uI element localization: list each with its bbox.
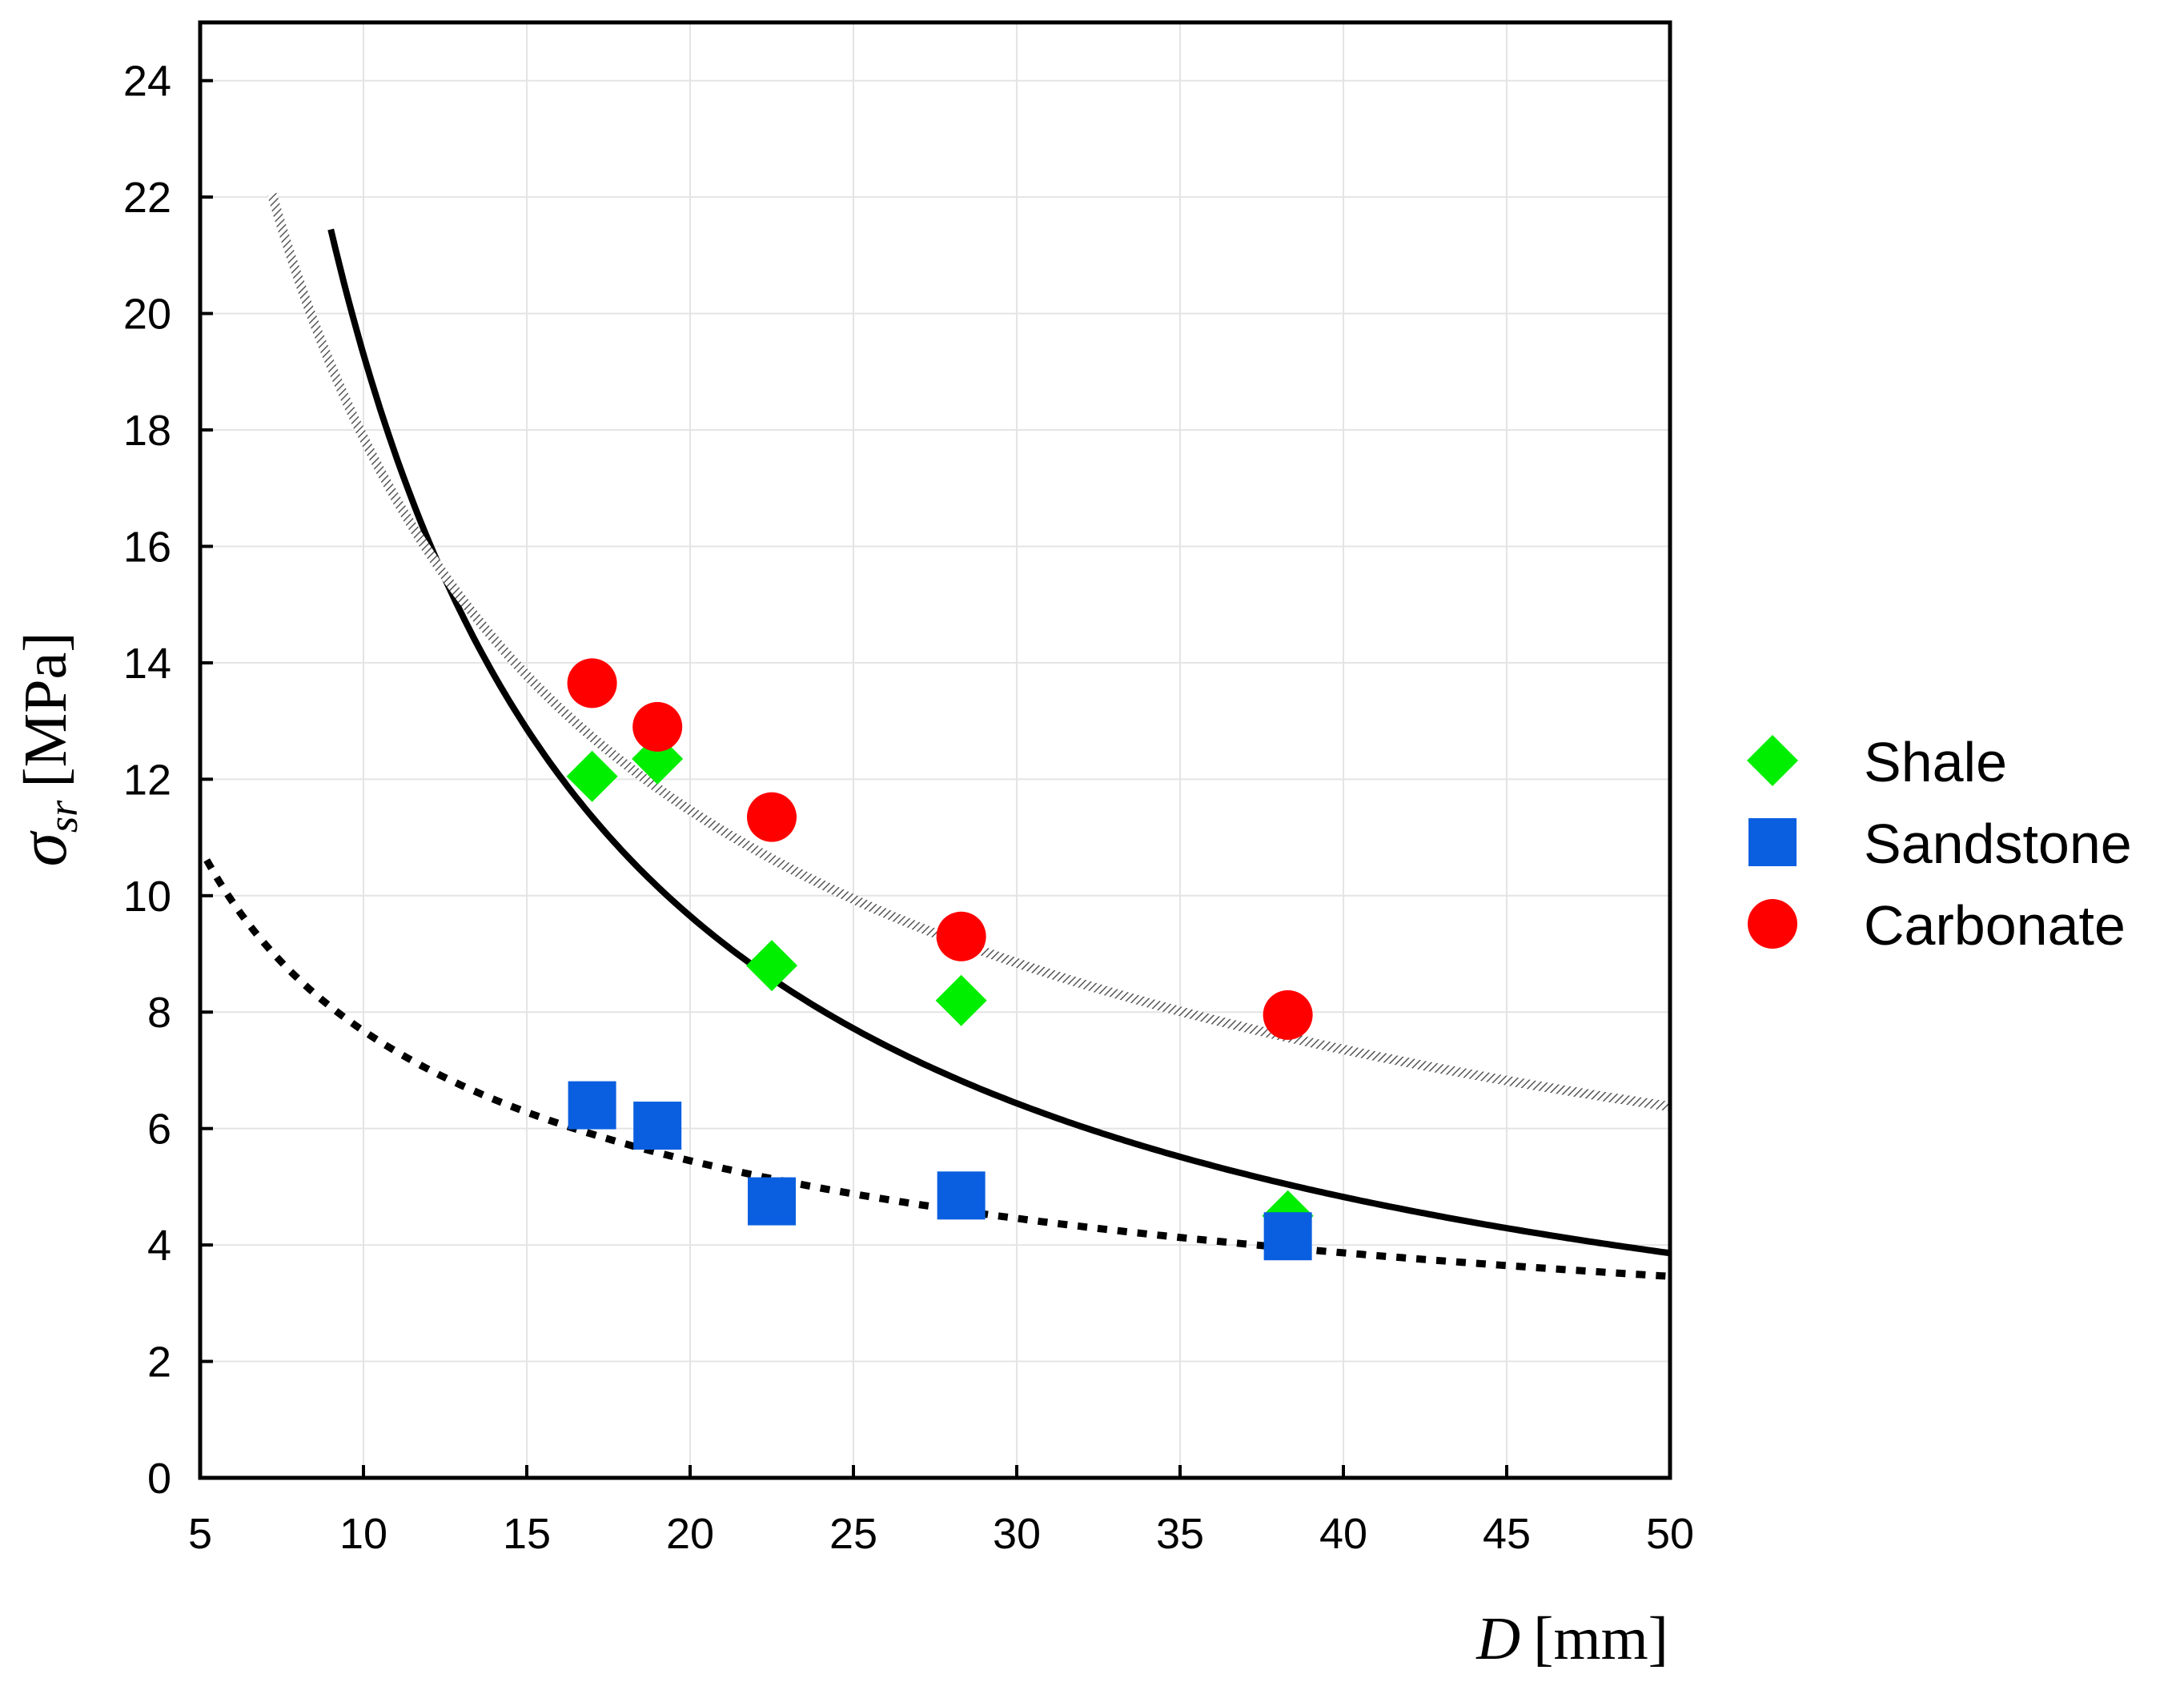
y-tick-label-4: 8 xyxy=(147,989,171,1037)
x-tick-label-9: 50 xyxy=(1646,1510,1694,1558)
legend-label-carbonate: Carbonate xyxy=(1864,894,2126,957)
y-tick-label-10: 20 xyxy=(123,291,171,339)
legend-swatch-shale xyxy=(1747,735,1798,786)
series-carbonate xyxy=(567,658,1313,1040)
x-axis-symbol: D xyxy=(1475,1605,1520,1672)
carbonate-point-1 xyxy=(632,701,683,752)
grid xyxy=(199,22,1671,1479)
x-tick-label-3: 20 xyxy=(666,1510,714,1558)
series-sandstone xyxy=(568,1081,1312,1261)
carbonate-point-4 xyxy=(1263,990,1313,1040)
shale-point-0 xyxy=(566,750,618,802)
svg-text:σsr[MPa]: σsr [MPa] xyxy=(4,632,86,866)
legend-label-sandstone: Sandstone xyxy=(1864,813,2132,875)
x-tick-label-8: 45 xyxy=(1483,1510,1531,1558)
legend-swatch-sandstone xyxy=(1748,818,1797,866)
sandstone-point-1 xyxy=(633,1102,682,1150)
x-axis-ticks: 5 10 15 20 25 30 35 40 45 50 xyxy=(188,1465,1694,1558)
y-tick-label-1: 2 xyxy=(147,1339,171,1387)
x-axis-title: D [mm] xyxy=(1475,1605,1668,1672)
x-tick-label-2: 15 xyxy=(503,1510,551,1558)
legend-marker-carbonate xyxy=(1748,899,1797,949)
data-points xyxy=(566,658,1314,1261)
legend-marker-shale xyxy=(1747,735,1798,786)
sandstone-point-2 xyxy=(748,1177,796,1226)
y-tick-label-0: 0 xyxy=(147,1455,171,1503)
x-tick-label-6: 35 xyxy=(1156,1510,1204,1558)
sandstone-point-3 xyxy=(937,1171,986,1220)
x-tick-label-0: 5 xyxy=(188,1510,212,1558)
y-tick-label-9: 18 xyxy=(123,407,171,455)
legend-swatch-carbonate xyxy=(1748,899,1797,949)
sandstone-point-4 xyxy=(1263,1212,1312,1261)
y-tick-label-7: 14 xyxy=(123,640,171,688)
y-tick-label-11: 22 xyxy=(123,174,171,222)
y-tick-label-5: 10 xyxy=(123,873,171,921)
y-tick-label-2: 4 xyxy=(147,1222,171,1270)
carbonate-point-2 xyxy=(747,792,797,842)
x-tick-label-7: 40 xyxy=(1319,1510,1367,1558)
x-tick-label-4: 25 xyxy=(829,1510,877,1558)
legend-item-carbonate: Carbonate xyxy=(1748,894,2126,957)
carbonate-point-0 xyxy=(567,658,617,709)
legend-marker-sandstone xyxy=(1748,818,1797,866)
carbonate-point-3 xyxy=(936,911,986,961)
legend-item-sandstone: Sandstone xyxy=(1748,813,2132,875)
y-tick-label-8: 16 xyxy=(123,523,171,571)
y-tick-label-12: 24 xyxy=(123,58,171,106)
fit-curves xyxy=(203,192,1670,1280)
x-tick-label-5: 30 xyxy=(993,1510,1041,1558)
y-tick-label-3: 6 xyxy=(147,1106,171,1154)
x-tick-label-1: 10 xyxy=(339,1510,387,1558)
y-tick-label-6: 12 xyxy=(123,756,171,804)
shale-point-3 xyxy=(935,974,987,1026)
fit-curve-solid xyxy=(327,228,1670,1257)
legend-label-shale: Shale xyxy=(1864,731,2007,793)
legend: Shale Sandstone Carbonate xyxy=(1747,731,2132,957)
shale-point-2 xyxy=(746,940,797,992)
x-axis-unit: [mm] xyxy=(1533,1605,1668,1672)
sandstone-point-0 xyxy=(568,1081,616,1130)
y-axis-symbol: σ xyxy=(4,830,81,867)
y-axis-title: σsr [MPa] xyxy=(4,632,86,866)
y-axis-subscript: sr xyxy=(41,800,86,833)
plot-frame xyxy=(198,20,1672,1480)
y-axis-unit: [MPa] xyxy=(12,632,79,787)
legend-item-shale: Shale xyxy=(1747,731,2007,793)
